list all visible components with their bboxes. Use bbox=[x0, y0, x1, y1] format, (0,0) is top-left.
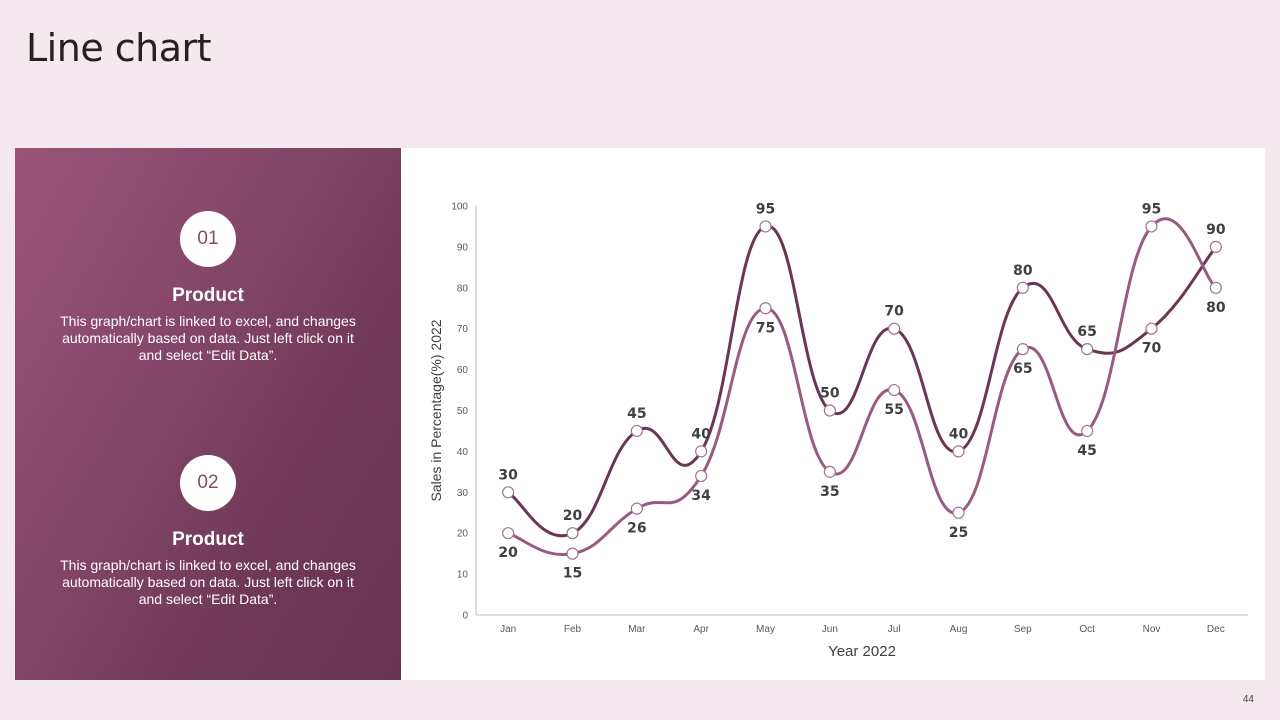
series-1-data-label: 30 bbox=[498, 467, 518, 483]
series-2-point bbox=[888, 383, 901, 397]
series-1-data-label: 95 bbox=[756, 201, 775, 217]
series-2-data-label: 75 bbox=[756, 320, 775, 336]
series-2-point bbox=[823, 465, 836, 478]
series-2-data-label: 65 bbox=[1013, 361, 1032, 377]
series-1-point bbox=[630, 424, 643, 438]
product-block-2: 02 Product This graph/chart is linked to… bbox=[15, 455, 401, 608]
series-2-point bbox=[630, 502, 643, 515]
series-1-point bbox=[1016, 281, 1029, 294]
x-tick-label: Aug bbox=[950, 624, 968, 635]
product-title-2: Product bbox=[172, 529, 244, 550]
series-1-point bbox=[502, 486, 515, 499]
series-1-data-label: 65 bbox=[1077, 324, 1096, 340]
series-2-data-label: 20 bbox=[498, 545, 518, 561]
series-2-data-label: 35 bbox=[820, 484, 839, 500]
series-1-data-label: 90 bbox=[1206, 222, 1226, 238]
series-1-point bbox=[1145, 322, 1158, 335]
series-1-data-label: 70 bbox=[1142, 341, 1162, 357]
series-1-data-label: 40 bbox=[691, 426, 711, 442]
x-axis-title: Year 2022 bbox=[828, 643, 896, 660]
line-chart[interactable]: 0 10 20 30 40 50 60 70 80 90 100 Jan Feb Mar Apr May Jun… bbox=[401, 148, 1265, 680]
series-1-data-label: 45 bbox=[627, 406, 646, 422]
x-tick-label: Feb bbox=[564, 624, 582, 635]
series-1-point bbox=[695, 445, 708, 458]
series-2-data-label: 80 bbox=[1206, 300, 1226, 316]
y-tick-label: 40 bbox=[457, 447, 469, 458]
series-1-point bbox=[888, 322, 901, 335]
series-2-point bbox=[759, 302, 772, 315]
x-tick-label: May bbox=[756, 624, 775, 635]
series-2-point bbox=[1145, 220, 1158, 233]
slide-title: Line chart bbox=[26, 26, 212, 70]
series-2-point bbox=[566, 547, 579, 560]
x-tick-label: Dec bbox=[1207, 624, 1225, 635]
x-tick-label: Jan bbox=[500, 624, 516, 635]
series-2-point bbox=[952, 506, 965, 519]
series-2-data-label: 34 bbox=[691, 488, 711, 504]
y-tick-label: 30 bbox=[457, 488, 469, 499]
left-panel: 01 Product This graph/chart is linked to… bbox=[15, 148, 401, 680]
y-tick-label: 10 bbox=[457, 570, 469, 581]
chart-panel: 0 10 20 30 40 50 60 70 80 90 100 Jan Feb Mar Apr May Jun… bbox=[401, 148, 1265, 680]
series-1-point bbox=[1081, 343, 1094, 356]
series-2-data-label: 15 bbox=[563, 566, 582, 582]
series-1-data-label: 40 bbox=[949, 426, 969, 442]
x-tick-label: Mar bbox=[628, 624, 646, 635]
series-2-data-label: 55 bbox=[884, 402, 903, 418]
series-1-data-label: 20 bbox=[563, 508, 583, 524]
series-1-point bbox=[759, 220, 772, 233]
series-1-data-label: 70 bbox=[884, 304, 904, 320]
y-tick-label: 50 bbox=[457, 406, 469, 417]
x-tick-label: Apr bbox=[693, 624, 709, 635]
series-2-point bbox=[1209, 281, 1222, 294]
series-2-point bbox=[695, 469, 708, 483]
number-badge-1: 01 bbox=[180, 211, 236, 267]
y-tick-label: 100 bbox=[451, 202, 468, 213]
product-description-1: This graph/chart is linked to excel, and… bbox=[60, 313, 356, 363]
product-description-2: This graph/chart is linked to excel, and… bbox=[60, 557, 356, 607]
series-1-point bbox=[823, 404, 836, 417]
product-title-1: Product bbox=[172, 285, 244, 306]
series-2-data-label: 25 bbox=[949, 525, 968, 541]
x-tick-label: Oct bbox=[1079, 624, 1095, 635]
x-tick-label: Jun bbox=[822, 624, 838, 635]
series-2-data-label: 26 bbox=[627, 521, 646, 537]
series-1-point bbox=[952, 445, 965, 458]
series-2-point bbox=[1081, 424, 1094, 438]
x-tick-label: Jul bbox=[888, 624, 901, 635]
y-tick-label: 0 bbox=[462, 611, 468, 622]
series-2-point bbox=[1016, 343, 1029, 356]
series-1-point bbox=[1209, 240, 1222, 254]
series-1-data-label: 50 bbox=[820, 386, 840, 402]
x-tick-label: Sep bbox=[1014, 624, 1032, 635]
series-2-data-label: 95 bbox=[1142, 201, 1161, 217]
y-axis-title: Sales in Percentage(%) 2022 bbox=[428, 319, 444, 501]
x-tick-label: Nov bbox=[1143, 624, 1161, 635]
page-number: 44 bbox=[1242, 694, 1254, 705]
series-2-point bbox=[502, 527, 515, 540]
series-1-data-label: 80 bbox=[1013, 263, 1033, 279]
product-block-1: 01 Product This graph/chart is linked to… bbox=[15, 211, 401, 364]
series-1-point bbox=[566, 527, 579, 540]
y-tick-label: 70 bbox=[457, 324, 469, 335]
y-tick-label: 80 bbox=[457, 283, 469, 294]
number-badge-2: 02 bbox=[180, 455, 236, 511]
y-tick-label: 90 bbox=[457, 242, 469, 253]
y-tick-label: 60 bbox=[457, 365, 469, 376]
series-line-2 bbox=[506, 217, 1218, 557]
series-2-data-label: 45 bbox=[1077, 443, 1096, 459]
y-tick-label: 20 bbox=[457, 529, 469, 540]
